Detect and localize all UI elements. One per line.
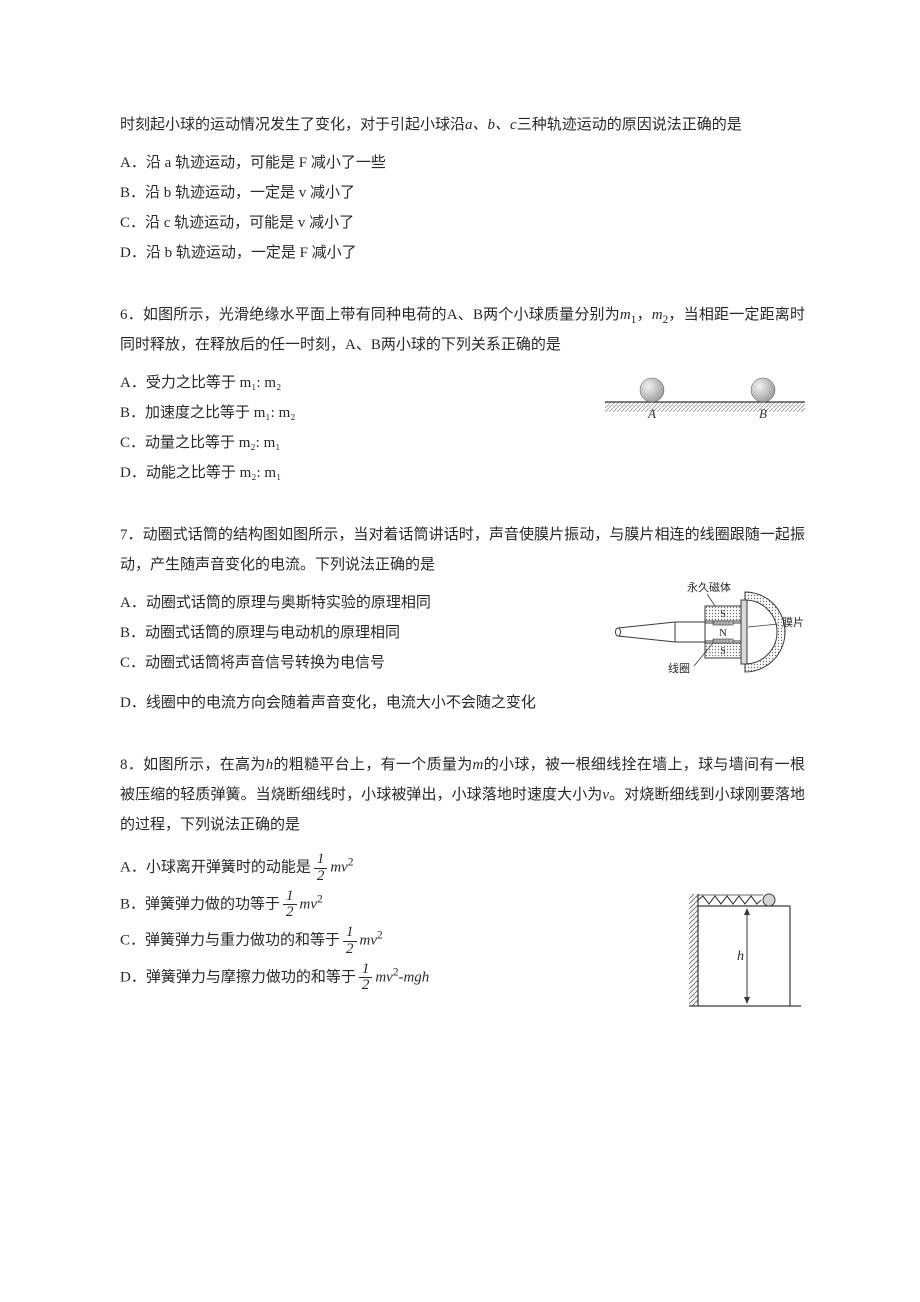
question-8: 8．如图所示，在高为h的粗糙平台上，有一个质量为m的小球，被一根细线拴在墙上，球… [120, 750, 805, 1024]
q8-figure: h [675, 888, 805, 1024]
q5-option-a: A．沿 a 轨迹运动，可能是 F 减小了一些 [120, 148, 805, 178]
q8-optD-mv: mv [375, 969, 393, 985]
q7-option-b: B．动圈式话筒的原理与电动机的原理相同 [120, 618, 582, 648]
q7-option-a: A．动圈式话筒的原理与奥斯特实验的原理相同 [120, 588, 582, 618]
q7-option-d: D．线圈中的电流方向会随着声音变化，电流大小不会随之变化 [120, 688, 805, 718]
question-6: 6．如图所示，光滑绝缘水平面上带有同种电荷的A、B两个小球质量分别为m1，m2，… [120, 300, 805, 488]
q6-stem: 6．如图所示，光滑绝缘水平面上带有同种电荷的A、B两个小球质量分别为m1，m2，… [120, 300, 805, 360]
q8-optB-exp: 2 [317, 893, 323, 905]
q6-option-a: A．受力之比等于 m₁: m₂ [120, 368, 587, 398]
q8-m: m [473, 757, 484, 773]
q8-optA-frac: 12 [314, 852, 328, 885]
q8-optA-mv: mv [330, 860, 348, 876]
q8-stem-1: 8．如图所示，在高为 [120, 757, 266, 773]
q6-option-d: D．动能之比等于 m₂: m₁ [120, 458, 587, 488]
question-7: 7．动圈式话筒的结构图如图所示，当对着话筒讲话时，声音使膜片振动，与膜片相连的线… [120, 520, 805, 718]
q7-label-coil: 线圈 [668, 661, 690, 675]
q8-option-c: C．弹簧弹力与重力做功的和等于12mv2 [120, 925, 657, 958]
q8-optD-pre: D．弹簧弹力与摩擦力做功的和等于 [120, 969, 356, 985]
q8-optC-mv: mv [360, 933, 378, 949]
q6-comma: ， [636, 307, 651, 323]
q8-optB-pre: B．弹簧弹力做的功等于 [120, 896, 280, 912]
q7-label-magnet: 永久磁体 [687, 582, 731, 594]
q6-fig-label-b: B [759, 406, 767, 421]
q6-stem-1: 6．如图所示，光滑绝缘水平面上带有同种电荷的A、B两个小球质量分别为 [120, 307, 620, 323]
q8-optD-post: -mgh [398, 969, 429, 985]
q8-stem: 8．如图所示，在高为h的粗糙平台上，有一个质量为m的小球，被一根细线拴在墙上，球… [120, 750, 805, 840]
q8-optC-frac: 12 [343, 925, 357, 958]
q8-stem-2: 的粗糙平台上，有一个质量为 [273, 757, 472, 773]
q6-fig-label-a: A [647, 406, 656, 421]
q8-option-b: B．弹簧弹力做的功等于12mv2 [120, 889, 657, 922]
q6-figure: A B [605, 368, 805, 434]
q5-stem-italic: a、b、c [465, 117, 517, 133]
q7-option-c: C．动圈式话筒将声音信号转换为电信号 [120, 648, 582, 678]
q8-optC-pre: C．弹簧弹力与重力做功的和等于 [120, 933, 340, 949]
svg-text:S: S [720, 609, 726, 620]
q6-m1: m [620, 307, 631, 323]
q8-option-a: A．小球离开弹簧时的动能是12mv2 [120, 852, 657, 885]
q5-stem-text-1: 时刻起小球的运动情况发生了变化，对于引起小球沿 [120, 117, 465, 133]
q5-option-b: B．沿 b 轨迹运动，一定是 v 减小了 [120, 178, 805, 208]
q5-stem: 时刻起小球的运动情况发生了变化，对于引起小球沿a、b、c三种轨迹运动的原因说法正… [120, 110, 805, 140]
q8-optA-pre: A．小球离开弹簧时的动能是 [120, 860, 311, 876]
q8-optC-exp: 2 [377, 930, 383, 942]
q5-stem-text-2: 三种轨迹运动的原因说法正确的是 [517, 117, 742, 133]
q8-optD-frac: 12 [359, 962, 373, 995]
svg-text:S: S [720, 646, 726, 657]
svg-text:N: N [719, 627, 727, 639]
q8-optB-frac: 12 [283, 889, 297, 922]
q5-option-d: D．沿 b 轨迹运动，一定是 F 减小了 [120, 238, 805, 268]
q6-option-c: C．动量之比等于 m₂: m₁ [120, 428, 587, 458]
q5-option-c: C．沿 c 轨迹运动，可能是 v 减小了 [120, 208, 805, 238]
q8-option-d: D．弹簧弹力与摩擦力做功的和等于12mv2-mgh [120, 962, 657, 995]
q6-option-b: B．加速度之比等于 m₁: m₂ [120, 398, 587, 428]
q7-figure: S S N 永久磁体 膜片 [600, 582, 805, 688]
q8-fig-label-h: h [737, 949, 744, 964]
q8-optA-exp: 2 [348, 857, 354, 869]
q8-optB-mv: mv [300, 896, 318, 912]
q7-stem: 7．动圈式话筒的结构图如图所示，当对着话筒讲话时，声音使膜片振动，与膜片相连的线… [120, 520, 805, 580]
q6-m2: m [652, 307, 663, 323]
q7-label-film: 膜片 [782, 616, 804, 629]
question-5-continuation: 时刻起小球的运动情况发生了变化，对于引起小球沿a、b、c三种轨迹运动的原因说法正… [120, 110, 805, 268]
